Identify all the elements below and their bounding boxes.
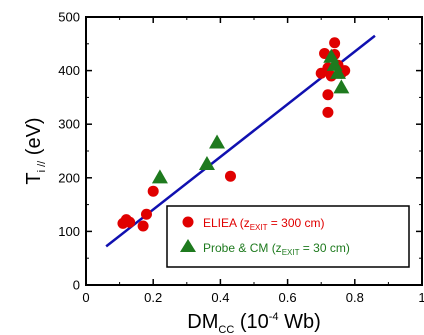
data-points-layer xyxy=(117,37,351,232)
data-point-series-1 xyxy=(140,208,152,220)
x-tick-label: 1 xyxy=(418,290,424,305)
data-point-series-1 xyxy=(322,106,334,118)
legend-box xyxy=(166,205,410,268)
x-tick-label: 0.6 xyxy=(279,290,297,305)
data-point-series-1 xyxy=(329,37,341,49)
data-point-series-1 xyxy=(137,220,149,232)
data-point-series-2 xyxy=(198,156,215,170)
x-tick-label: 0.2 xyxy=(144,290,162,305)
legend-marker-series-1 xyxy=(182,216,194,228)
legend-label-series-2: Probe & CM (zEXIT = 30 cm) xyxy=(203,241,350,257)
y-tick-label: 100 xyxy=(58,224,80,239)
legend: ELIEA (zEXIT = 300 cm) Probe & CM (zEXIT… xyxy=(166,205,410,268)
x-tick-label: 0 xyxy=(82,290,89,305)
x-axis-label: DMCC (10-4 Wb) xyxy=(187,311,320,335)
data-point-series-1 xyxy=(124,216,136,228)
y-tick-label: 500 xyxy=(58,10,80,25)
axis-ticks: 0 0.2 0.4 0.6 0.8 1 0 100 200 300 400 500 xyxy=(58,10,424,306)
data-point-series-1 xyxy=(224,170,236,182)
data-point-series-1 xyxy=(147,185,159,197)
y-tick-label: 400 xyxy=(58,63,80,78)
x-tick-label: 0.4 xyxy=(211,290,229,305)
data-point-series-1 xyxy=(322,89,334,101)
y-axis-label: Ti // (eV) xyxy=(23,117,48,184)
data-point-series-2 xyxy=(151,169,168,184)
data-point-series-2 xyxy=(330,64,346,79)
y-tick-label: 300 xyxy=(58,117,80,132)
data-point-series-2 xyxy=(209,134,226,149)
x-tick-label: 0.8 xyxy=(346,290,364,305)
legend-marker-series-2 xyxy=(180,239,196,252)
y-tick-label: 200 xyxy=(58,170,80,185)
legend-label-series-1: ELIEA (zEXIT = 300 cm) xyxy=(203,216,325,232)
data-point-series-2 xyxy=(333,79,350,94)
y-tick-label: 0 xyxy=(73,278,80,293)
